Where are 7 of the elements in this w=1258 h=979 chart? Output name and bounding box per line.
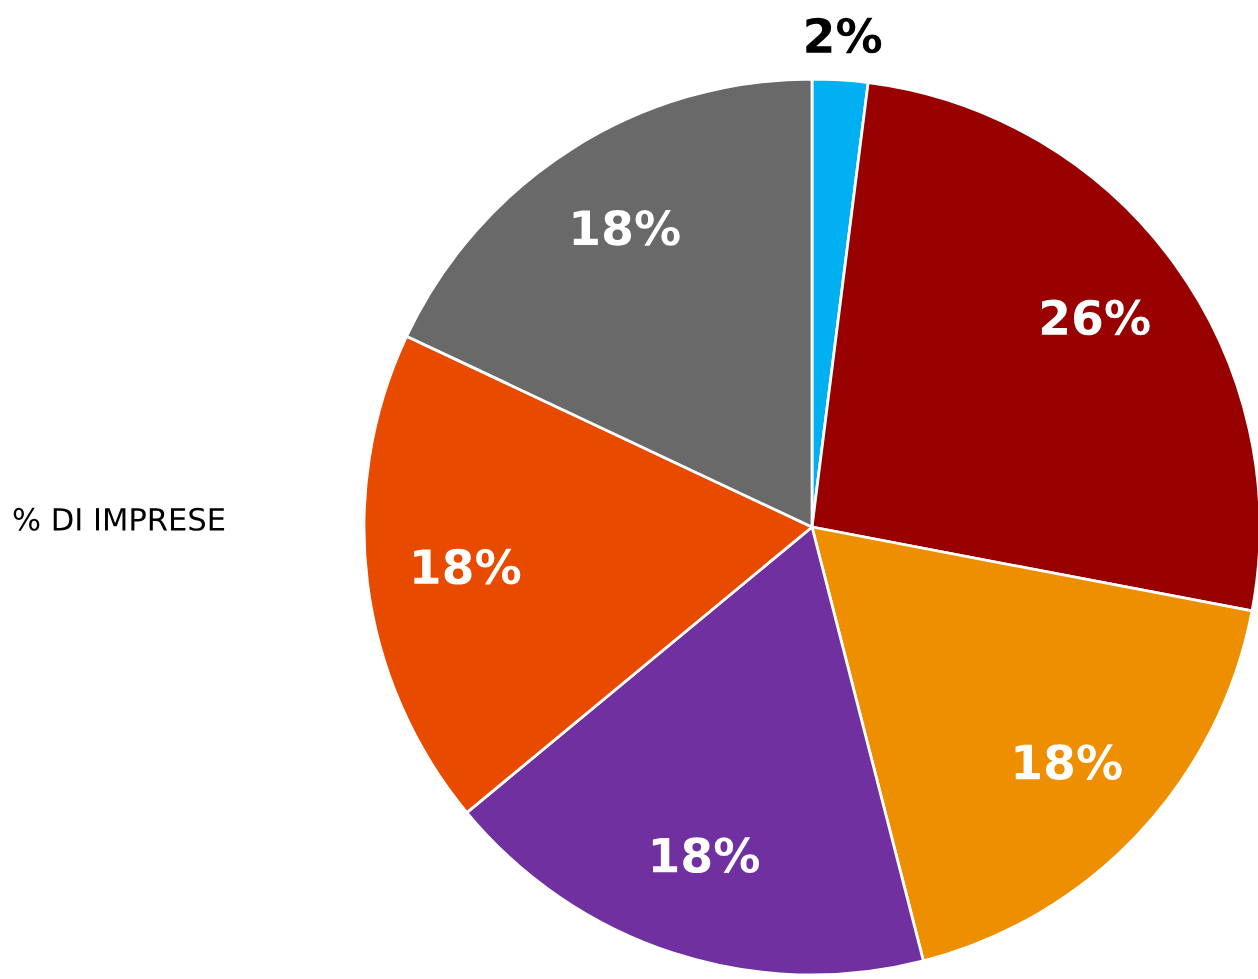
data-label: 18% xyxy=(573,209,680,246)
data-label: 18% xyxy=(1015,744,1122,780)
text: % DI IMPRESE xyxy=(13,507,225,531)
data-label: 18% xyxy=(652,837,760,874)
data-label: 18% xyxy=(414,548,521,585)
data-label: 2% xyxy=(806,17,882,54)
data-label: 26% xyxy=(1041,299,1150,336)
